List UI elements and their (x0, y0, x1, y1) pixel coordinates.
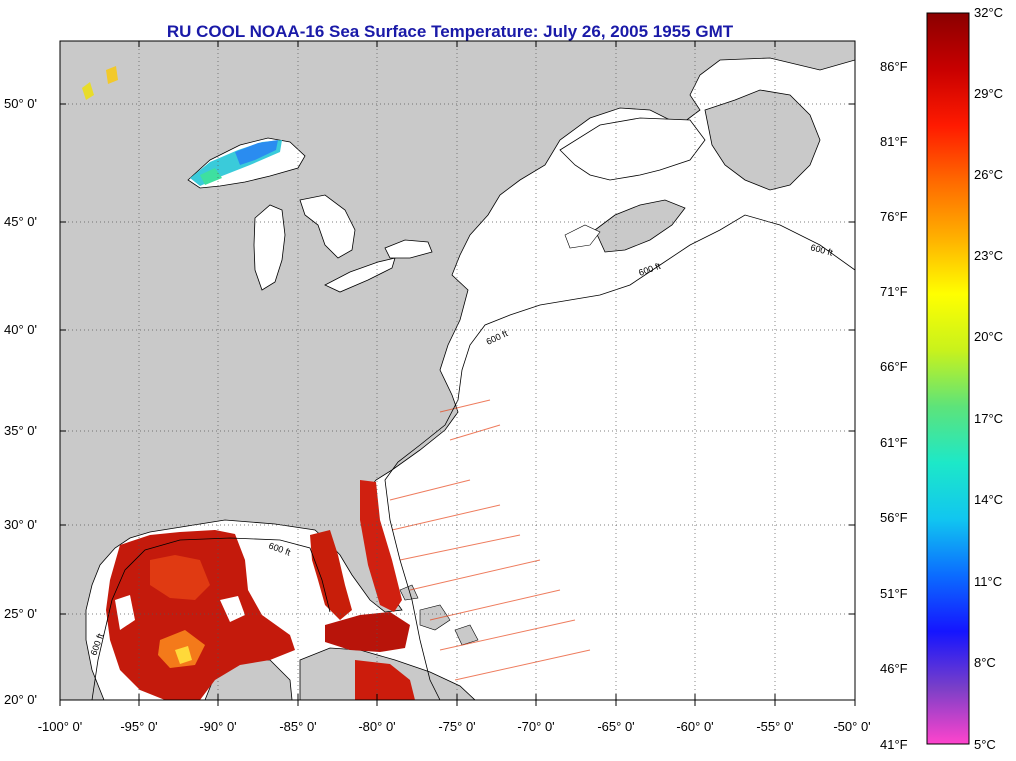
graticule (60, 41, 855, 700)
sst-lake-superior (190, 140, 282, 186)
colorbar-f-label: 81°F (880, 134, 908, 149)
lat-label: 40° 0' (4, 322, 37, 337)
lat-label: 20° 0' (4, 692, 37, 707)
lon-label: -65° 0' (597, 719, 635, 734)
colorbar-f-label: 56°F (880, 510, 908, 525)
lake-ontario (384, 239, 433, 259)
lon-label: -90° 0' (199, 719, 237, 734)
axis-ticks (59, 41, 856, 706)
colorbar (926, 12, 970, 745)
colorbar-c-label: 26°C (974, 167, 1004, 182)
lat-label: 45° 0' (4, 214, 37, 229)
sst-atlantic-streaks (389, 399, 591, 681)
nova-scotia-land (594, 199, 686, 253)
lon-label: -50° 0' (833, 719, 871, 734)
lake-michigan (253, 204, 286, 291)
colorbar-f-label: 76°F (880, 209, 908, 224)
lon-label: -55° 0' (756, 719, 794, 734)
colorbar-f-label: 71°F (880, 284, 908, 299)
lat-label: 25° 0' (4, 606, 37, 621)
lon-label: -60° 0' (676, 719, 714, 734)
colorbar-c-label: 14°C (974, 492, 1004, 507)
newfoundland-land (704, 89, 821, 191)
lon-label: -80° 0' (358, 719, 396, 734)
gulf-st-lawrence (559, 117, 706, 181)
lon-label: -85° 0' (279, 719, 317, 734)
depth-contour-600ft (384, 214, 855, 700)
lon-label: -70° 0' (517, 719, 555, 734)
colorbar-c-label: 32°C (974, 5, 1004, 20)
depth-contour-gulf (91, 537, 331, 700)
lat-label: 30° 0' (4, 517, 37, 532)
colorbar-f-label: 51°F (880, 586, 908, 601)
colorbar-c-label: 29°C (974, 86, 1004, 101)
sst-hudson-bay-bits (82, 66, 118, 100)
colorbar-f-label: 66°F (880, 359, 908, 374)
colorbar-c-label: 17°C (974, 411, 1004, 426)
sst-gulf-of-mexico (106, 530, 352, 700)
lon-label: -75° 0' (438, 719, 476, 734)
map-title: RU COOL NOAA-16 Sea Surface Temperature:… (166, 22, 734, 41)
lon-label: -100° 0' (37, 719, 83, 734)
colorbar-c-label: 11°C (974, 574, 1003, 589)
colorbar-c-label: 23°C (974, 248, 1004, 263)
colorbar-f-label: 61°F (880, 435, 908, 450)
lat-label: 35° 0' (4, 423, 37, 438)
lake-huron (299, 194, 356, 259)
colorbar-c-label: 8°C (974, 655, 996, 670)
colorbar-f-label: 86°F (880, 59, 908, 74)
lat-label: 50° 0' (4, 96, 37, 111)
colorbar-c-label: 5°C (974, 737, 996, 752)
lon-label: -95° 0' (120, 719, 158, 734)
colorbar-f-label: 46°F (880, 661, 908, 676)
sst-florida-straits (325, 480, 415, 700)
colorbar-f-label: 41°F (880, 737, 908, 752)
bay-of-fundy (564, 224, 601, 249)
colorbar-c-label: 20°C (974, 329, 1004, 344)
lake-erie (324, 257, 396, 293)
